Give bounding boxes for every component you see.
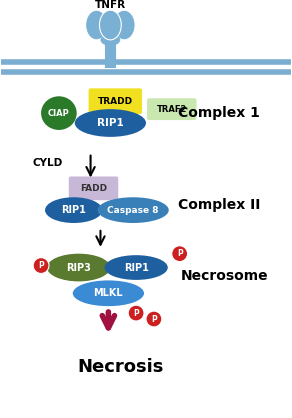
Ellipse shape bbox=[47, 254, 110, 281]
Text: Caspase 8: Caspase 8 bbox=[107, 206, 159, 214]
Circle shape bbox=[172, 246, 187, 262]
Circle shape bbox=[128, 305, 144, 321]
Text: RIP1: RIP1 bbox=[97, 118, 124, 128]
Text: MLKL: MLKL bbox=[93, 288, 123, 298]
Text: P: P bbox=[177, 249, 182, 258]
Ellipse shape bbox=[45, 197, 102, 223]
Text: FADD: FADD bbox=[80, 184, 107, 193]
FancyBboxPatch shape bbox=[69, 176, 118, 200]
Ellipse shape bbox=[73, 280, 144, 306]
Text: Complex 1: Complex 1 bbox=[178, 106, 260, 120]
Text: TRADD: TRADD bbox=[98, 97, 133, 106]
Ellipse shape bbox=[100, 34, 120, 46]
FancyBboxPatch shape bbox=[88, 88, 142, 114]
Ellipse shape bbox=[41, 96, 77, 130]
FancyBboxPatch shape bbox=[147, 98, 197, 120]
Text: P: P bbox=[38, 261, 44, 270]
Text: RIP1: RIP1 bbox=[61, 205, 86, 215]
Circle shape bbox=[146, 311, 162, 327]
Ellipse shape bbox=[113, 10, 135, 40]
Ellipse shape bbox=[100, 10, 121, 40]
Ellipse shape bbox=[86, 10, 107, 40]
Text: Necrosome: Necrosome bbox=[180, 270, 268, 283]
Text: P: P bbox=[133, 308, 139, 318]
Ellipse shape bbox=[98, 197, 169, 223]
Text: CYLD: CYLD bbox=[33, 158, 63, 168]
Text: Necrosis: Necrosis bbox=[77, 357, 164, 375]
Text: Complex II: Complex II bbox=[178, 198, 260, 212]
Text: P: P bbox=[151, 314, 157, 324]
Ellipse shape bbox=[105, 255, 168, 280]
Text: TNFR: TNFR bbox=[95, 0, 126, 10]
Text: TRAF2: TRAF2 bbox=[157, 104, 187, 114]
Circle shape bbox=[33, 257, 49, 273]
Text: RIP3: RIP3 bbox=[66, 263, 91, 273]
Ellipse shape bbox=[75, 109, 146, 137]
Text: CIAP: CIAP bbox=[48, 109, 70, 117]
Text: RIP1: RIP1 bbox=[124, 263, 149, 273]
